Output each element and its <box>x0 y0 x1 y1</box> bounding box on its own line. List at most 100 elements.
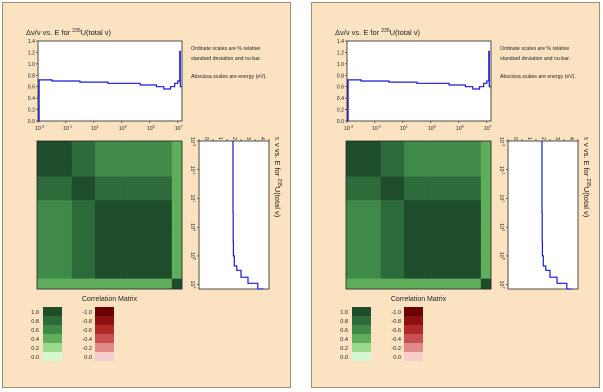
y-tick-label: 0.8 <box>28 73 35 79</box>
energy-tick-label: 103 <box>189 223 197 231</box>
energy-tick-group: 10-1 <box>498 166 506 175</box>
heatmap-cell <box>346 226 367 251</box>
heatmap-cell <box>171 141 183 163</box>
heatmap-cell <box>71 268 96 279</box>
nu-series-line <box>541 141 573 290</box>
heatmap-cell <box>480 161 492 177</box>
nu-plot-area <box>507 140 579 290</box>
heatmap-cell <box>480 278 492 290</box>
heatmap-cell <box>121 161 145 177</box>
heatmap-cell <box>95 161 122 177</box>
y-tick-label: 0.8 <box>337 73 344 79</box>
y-tick-label: 0.2 <box>28 108 35 114</box>
heatmap-cell <box>37 250 58 269</box>
energy-tick-label: 105 <box>189 252 197 260</box>
heatmap-cell <box>404 250 431 269</box>
heatmap-cell <box>430 268 454 279</box>
heatmap-cell <box>404 278 431 290</box>
red-scale-label: -0.6 <box>391 328 401 334</box>
heatmap-cell <box>144 250 162 269</box>
y-tick-label: 1.0 <box>28 62 35 68</box>
note-ordinate: Ordinate scales are % relative <box>500 46 569 52</box>
heatmap-cell <box>346 250 367 269</box>
green-scale-swatch <box>352 343 371 352</box>
heatmap-cell <box>95 176 122 201</box>
green-scale-label: 0.6 <box>31 328 39 334</box>
green-scale-swatch <box>43 334 62 343</box>
x-tick-label: 105 <box>456 125 464 133</box>
green-scale-label: 0.2 <box>31 346 39 352</box>
red-scale-swatch <box>95 316 114 325</box>
green-scale-label: 0.0 <box>31 355 39 361</box>
energy-tick-label: 107 <box>189 281 197 289</box>
heatmap-frame <box>36 140 183 290</box>
heatmap-cell <box>71 250 96 269</box>
heatmap-cell <box>366 268 382 279</box>
energy-tick-group: 101 <box>189 194 197 202</box>
heatmap-cell <box>380 141 405 163</box>
nu-tick-label: 0 <box>203 137 209 140</box>
red-scale-label: -1.0 <box>82 310 92 316</box>
y-tick-label: 0.2 <box>337 108 344 114</box>
note-ordinate-cont: standard deviation and nu-bar. <box>191 56 261 62</box>
heatmap-cell <box>430 161 454 177</box>
y-tick-label: 1.0 <box>337 62 344 68</box>
green-scale-swatch <box>352 325 371 334</box>
heatmap-cell <box>430 141 454 163</box>
nu-tick-label: 1 <box>526 137 532 140</box>
heatmap-cell <box>171 250 183 269</box>
heatmap-cell <box>161 278 173 290</box>
heatmap-cell <box>380 176 405 201</box>
heatmap-cell <box>171 200 183 228</box>
green-scale-swatch <box>352 334 371 343</box>
red-scale-swatch <box>404 334 423 343</box>
heatmap-cell <box>404 268 431 279</box>
green-scale-swatch <box>43 352 62 361</box>
heatmap-cell <box>57 200 73 228</box>
x-tick-label: 101 <box>400 125 408 133</box>
heatmap-cell <box>380 161 405 177</box>
heatmap-cell <box>161 176 173 201</box>
nu-tick-label: 2 <box>231 137 237 140</box>
y-tick-label: 1.4 <box>337 39 344 45</box>
heatmap-cell <box>453 141 471 163</box>
red-scale-swatch <box>404 316 423 325</box>
heatmap-cell <box>95 200 122 228</box>
heatmap-cell <box>453 278 471 290</box>
heatmap-cell <box>121 226 145 251</box>
heatmap-cell <box>57 176 73 201</box>
red-scale-swatch <box>404 325 423 334</box>
heatmap-cell <box>37 268 58 279</box>
x-tick-label: 107 <box>175 125 183 133</box>
heatmap-frame <box>345 140 492 290</box>
heatmap-cell <box>453 250 471 269</box>
heatmap-cell <box>161 161 173 177</box>
heatmap-cell <box>37 141 58 163</box>
panel-figure: Δν/ν vs. E for 235U(total ν) Ordinate sca… <box>335 28 591 361</box>
red-scale-label: -1.0 <box>391 310 401 316</box>
heatmap-cell <box>57 141 73 163</box>
heatmap-cell <box>161 226 173 251</box>
heatmap-cell <box>95 250 122 269</box>
y-tick-label: 1.2 <box>337 50 344 56</box>
heatmap-cell <box>121 176 145 201</box>
energy-tick-group: 10-3 <box>498 137 506 146</box>
heatmap-cell <box>480 226 492 251</box>
heatmap-cell <box>380 278 405 290</box>
note-ordinate: Ordinate scales are % relative <box>191 46 260 52</box>
x-tick-label: 10-3 <box>344 125 353 133</box>
energy-tick-group: 105 <box>498 252 506 260</box>
red-scale-swatch <box>404 352 423 361</box>
heatmap-cell <box>57 250 73 269</box>
energy-tick-label: 107 <box>498 281 506 289</box>
green-scale-label: 0.2 <box>340 346 348 352</box>
y-tick-label: 0.4 <box>28 96 35 102</box>
panel-left: Δν/ν vs. E for 235U(total ν) Ordinate sca… <box>2 2 291 388</box>
x-tick-label: 101 <box>91 125 99 133</box>
matrix-label: Correlation Matrix <box>82 296 138 303</box>
heatmap-cell <box>95 268 122 279</box>
heatmap-cell <box>453 176 471 201</box>
note-ordinate-cont: standard deviation and nu-bar. <box>500 56 570 62</box>
heatmap-cell <box>37 161 58 177</box>
y-tick-label: 0.6 <box>337 85 344 91</box>
